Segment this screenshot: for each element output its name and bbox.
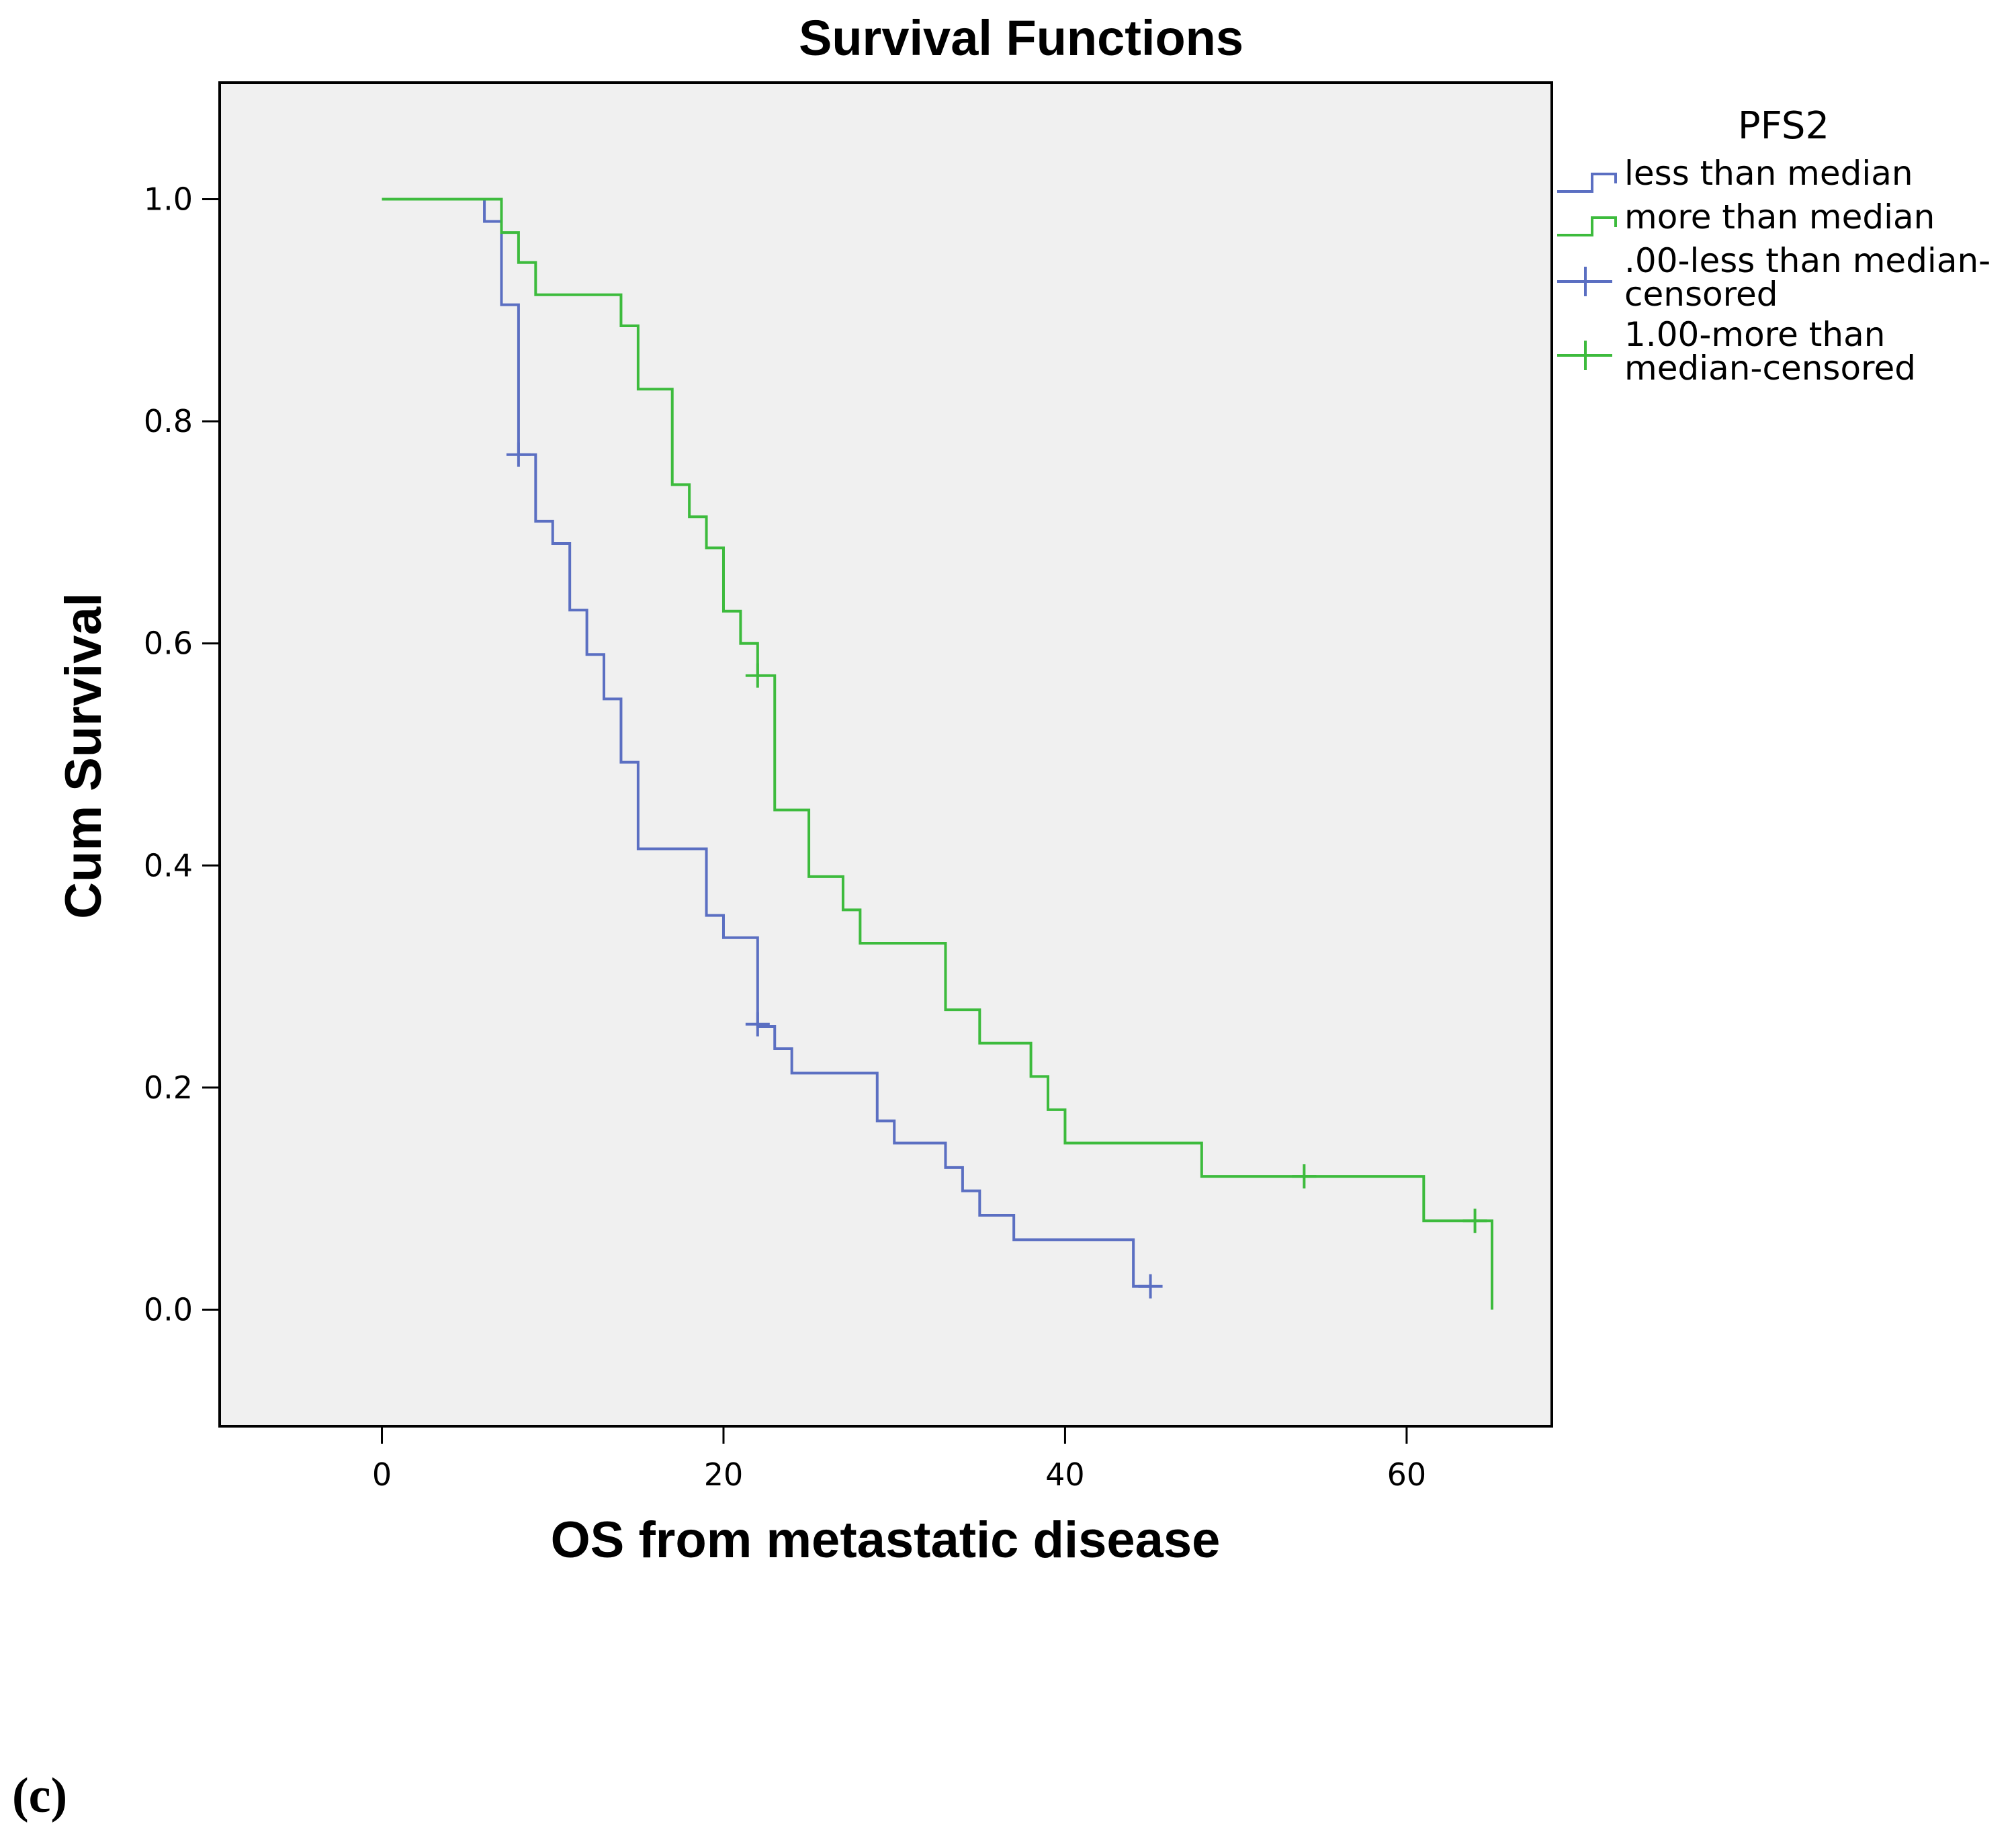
legend-step-symbol xyxy=(1557,173,1617,193)
survival-step-line xyxy=(382,198,1494,1310)
legend-entry-label: more than median xyxy=(1624,198,1935,236)
legend-step-symbol xyxy=(1557,216,1617,236)
survival-step-line xyxy=(382,198,1151,1288)
x-tick-label: 40 xyxy=(1045,1456,1085,1493)
series-more-than-median xyxy=(382,198,1494,1310)
censor-mark xyxy=(506,442,531,467)
legend-entries: less than median more than median .00-less… xyxy=(1557,154,1990,388)
y-tick-label: 0.8 xyxy=(144,403,193,439)
censor-mark xyxy=(745,663,770,688)
panel-label: (c) xyxy=(12,1768,67,1823)
y-tick-label: 1.0 xyxy=(144,181,193,218)
y-tick-label: 0.4 xyxy=(144,847,193,883)
y-axis-ticks: 0.0 0.2 0.4 0.6 0.8 1.0 xyxy=(144,181,220,1327)
legend-entry-less-cens: .00-less than median-censored xyxy=(1557,241,1990,314)
plot-area xyxy=(218,81,1553,1428)
censor-mark xyxy=(745,1012,770,1037)
censor-mark xyxy=(1138,1274,1163,1299)
survival-curves xyxy=(382,198,1494,1310)
legend-entry-label: median-censored xyxy=(1624,349,1916,388)
y-axis-label: Cum Survival xyxy=(55,593,112,919)
censor-mark xyxy=(1292,1164,1317,1189)
x-axis-ticks: 0 20 40 60 xyxy=(372,1426,1426,1493)
y-tick-label: 0.6 xyxy=(144,625,193,662)
chart-title: Survival Functions xyxy=(799,10,1243,66)
y-tick-label: 0.0 xyxy=(144,1291,193,1327)
y-tick-label: 0.2 xyxy=(144,1070,193,1106)
x-tick-label: 0 xyxy=(372,1456,392,1493)
legend-entry-more: more than median xyxy=(1557,198,1935,236)
x-axis-label: OS from metastatic disease xyxy=(551,1512,1221,1569)
legend-entry-label: .00-less than median- xyxy=(1624,241,1990,280)
series-less-than-median xyxy=(382,198,1163,1299)
x-tick-label: 60 xyxy=(1387,1456,1427,1493)
legend-entry-less: less than median xyxy=(1557,154,1913,193)
censor-mark xyxy=(1462,1209,1487,1233)
legend-entry-label: 1.00-more than xyxy=(1624,315,1885,354)
legend: PFS2 less than median more than median .00… xyxy=(1557,104,1990,388)
legend-entry-label: censored xyxy=(1624,275,1778,314)
legend-entry-label: less than median xyxy=(1624,154,1913,193)
legend-title: PFS2 xyxy=(1738,104,1829,148)
x-tick-label: 20 xyxy=(704,1456,744,1493)
